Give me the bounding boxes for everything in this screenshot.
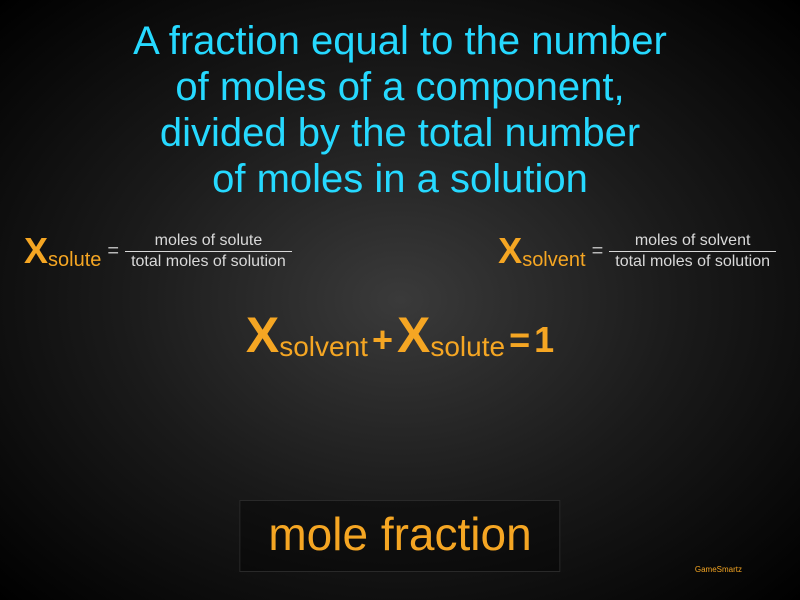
- x-solute-variable: Xsolute: [24, 230, 101, 272]
- x-symbol: X: [498, 230, 522, 272]
- x-solvent-variable: Xsolvent: [498, 230, 585, 272]
- equals-sign: =: [107, 240, 119, 263]
- denominator: total moles of solution: [609, 251, 776, 271]
- x-subscript: solvent: [279, 331, 368, 363]
- denominator: total moles of solution: [125, 251, 292, 271]
- watermark: GameSmartz: [695, 565, 742, 574]
- x-subscript: solute: [48, 249, 101, 272]
- numerator: moles of solvent: [629, 232, 757, 251]
- formula-solvent: Xsolvent = moles of solvent total moles …: [498, 230, 776, 272]
- numerator: moles of solute: [149, 232, 269, 251]
- formulas-row: Xsolute = moles of solute total moles of…: [0, 202, 800, 272]
- x-symbol: X: [397, 306, 430, 364]
- x-symbol: X: [246, 306, 279, 364]
- x-subscript: solvent: [522, 249, 585, 272]
- sum-term-solute: Xsolute: [397, 306, 505, 364]
- equals-sign: =: [509, 319, 530, 361]
- equals-sign: =: [592, 240, 604, 263]
- definition-line-1: A fraction equal to the number: [40, 18, 760, 64]
- sum-term-solvent: Xsolvent: [246, 306, 368, 364]
- fraction-solvent: moles of solvent total moles of solution: [609, 232, 776, 270]
- term-label: mole fraction: [268, 508, 531, 560]
- sum-equation: Xsolvent + Xsolute = 1: [0, 306, 800, 364]
- x-symbol: X: [24, 230, 48, 272]
- result-one: 1: [534, 319, 554, 361]
- x-subscript: solute: [430, 331, 505, 363]
- definition-line-3: divided by the total number: [40, 110, 760, 156]
- fraction-solute: moles of solute total moles of solution: [125, 232, 292, 270]
- definition-text: A fraction equal to the number of moles …: [0, 0, 800, 202]
- plus-sign: +: [372, 319, 393, 361]
- formula-solute: Xsolute = moles of solute total moles of…: [24, 230, 292, 272]
- definition-line-4: of moles in a solution: [40, 156, 760, 202]
- definition-line-2: of moles of a component,: [40, 64, 760, 110]
- term-box: mole fraction: [239, 500, 560, 572]
